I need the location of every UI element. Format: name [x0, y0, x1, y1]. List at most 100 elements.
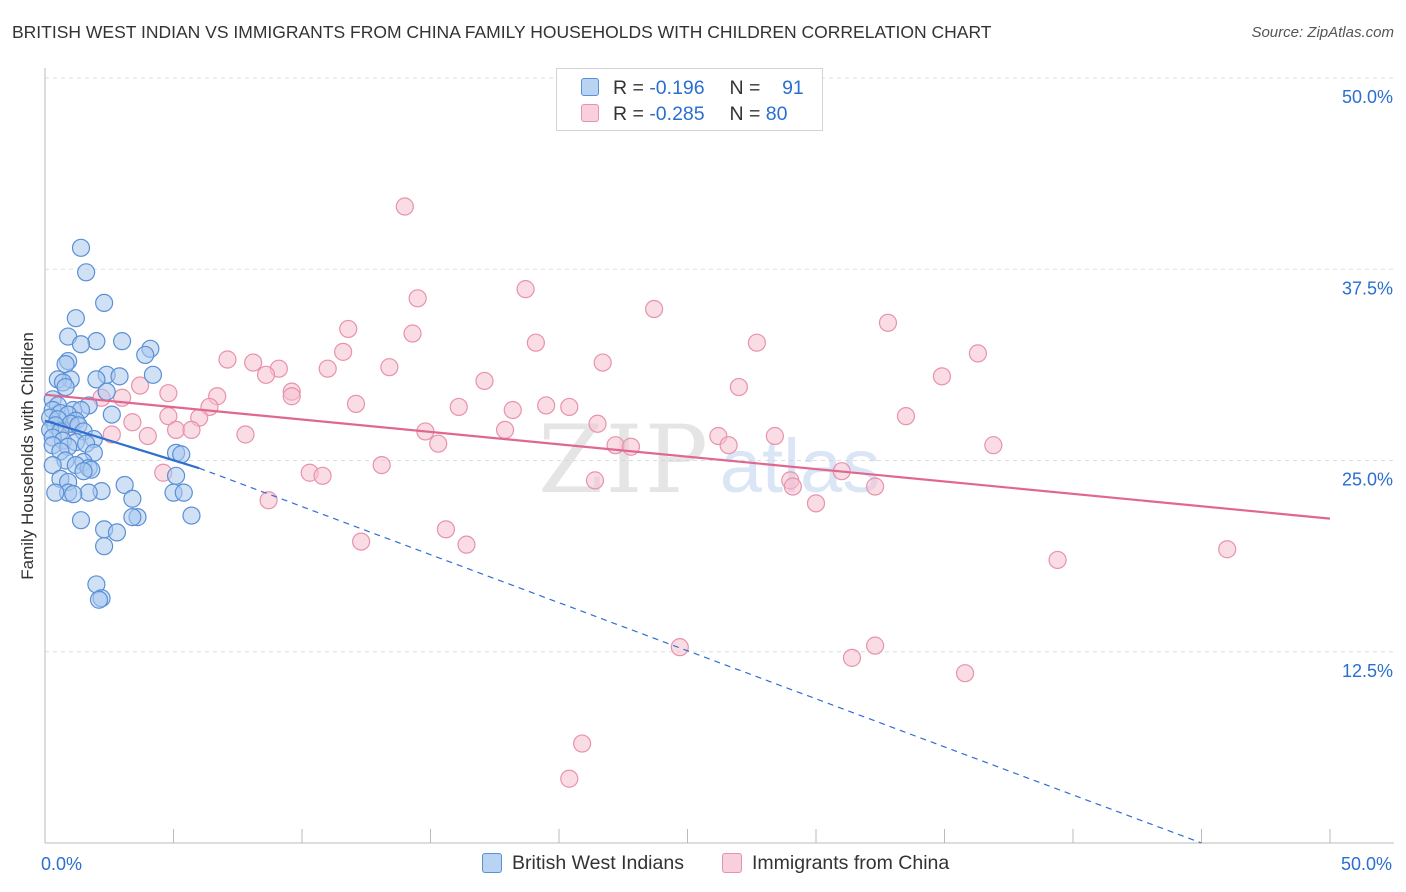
trend-line-extension-british-west-indians [198, 467, 1202, 844]
pink-point [259, 491, 278, 510]
blue-point [89, 590, 109, 609]
x-tick-label: 0.0% [41, 854, 82, 874]
bottom-legend-swatch-pink [722, 853, 742, 873]
blue-point [56, 355, 75, 374]
blue-point [87, 332, 106, 351]
blue-point [71, 238, 91, 257]
bottom-legend-label: British West Indians [512, 852, 684, 874]
series-immigrants-from-china [61, 197, 1237, 788]
blue-point [112, 332, 132, 351]
pink-point [560, 769, 579, 788]
pink-point [318, 359, 337, 378]
blue-point [174, 483, 193, 502]
bottom-legend-label: Immigrants from China [752, 852, 950, 874]
pink-point [866, 636, 885, 655]
blue-point [123, 508, 142, 527]
pink-point [334, 342, 353, 361]
pink-point [395, 197, 414, 216]
pink-point [526, 333, 545, 352]
pink-point [866, 477, 885, 496]
y-tick-label: 37.5% [1342, 278, 1393, 298]
blue-point [95, 537, 114, 556]
pink-point [457, 535, 476, 554]
pink-point [339, 319, 358, 339]
watermark-zip: ZIP [538, 406, 710, 515]
legend-r-label: R = [613, 103, 650, 125]
pink-point [537, 396, 556, 415]
pink-point [138, 426, 157, 446]
pink-point [806, 494, 826, 513]
pink-point [182, 420, 201, 439]
pink-point [585, 471, 605, 490]
trend-line-immigrants-from-china [44, 393, 1331, 520]
pink-point [955, 664, 975, 683]
pink-point [218, 350, 237, 369]
legend-n-label: N = [729, 77, 766, 99]
pink-point [372, 455, 391, 475]
blue-point [64, 485, 83, 504]
tick-labels: 50.0% 37.5% 25.0% 12.5% 0.0% 50.0% [41, 87, 1393, 874]
pink-point [449, 397, 468, 417]
series-british-west-indians [41, 238, 201, 609]
pink-point [130, 376, 150, 395]
pink-point [560, 397, 579, 417]
y-tick-label: 50.0% [1342, 87, 1393, 107]
pink-point [984, 436, 1003, 455]
source-credit: Source: ZipAtlas.com [1251, 24, 1394, 41]
legend-r-value: -0.285 [649, 103, 705, 125]
pink-point [783, 477, 802, 496]
legend-swatch-pink [581, 104, 599, 122]
pink-point [516, 280, 535, 299]
blue-point [43, 455, 62, 475]
pink-point [747, 333, 766, 352]
pink-point [932, 367, 952, 386]
bottom-legend-swatch-blue [482, 853, 502, 873]
blue-point [77, 263, 96, 282]
blue-point [71, 511, 91, 530]
pink-point [593, 353, 612, 372]
blue-point [110, 367, 129, 386]
pink-point [352, 532, 371, 551]
blue-point [182, 506, 201, 525]
pink-point [236, 425, 255, 444]
pink-point [408, 289, 427, 308]
pink-point [503, 400, 522, 420]
pink-point [102, 425, 121, 444]
y-axis-label: Family Households with Children [18, 332, 37, 580]
blue-point [143, 365, 163, 384]
blue-point [74, 462, 93, 481]
blue-point [136, 345, 155, 365]
pink-point [159, 384, 178, 403]
pink-point [842, 648, 862, 667]
pink-point [573, 734, 592, 753]
pink-point [346, 394, 366, 413]
blue-point [46, 483, 65, 502]
pink-point [1218, 540, 1237, 559]
blue-point [166, 466, 186, 485]
pink-point [436, 520, 456, 539]
pink-point [896, 407, 916, 426]
legend-swatch-blue [581, 78, 599, 96]
blue-point [56, 377, 75, 397]
pink-point [729, 377, 749, 397]
legend-n-value: 80 [765, 103, 788, 125]
pink-point [878, 313, 898, 332]
pink-point [588, 414, 607, 433]
pink-point [429, 434, 448, 453]
pink-point [495, 420, 515, 439]
blue-point [123, 489, 142, 508]
pink-point [765, 426, 784, 446]
blue-point [71, 335, 91, 354]
y-tick-label: 12.5% [1342, 661, 1393, 681]
chart-title: BRITISH WEST INDIAN VS IMMIGRANTS FROM C… [12, 22, 992, 42]
legend-r-label: R = [613, 77, 650, 99]
pink-point [256, 365, 276, 384]
legend-r-value: -0.196 [649, 77, 705, 99]
x-tick-label: 50.0% [1341, 854, 1392, 874]
pink-point [475, 371, 494, 391]
pink-point [244, 353, 263, 372]
pink-point [644, 299, 664, 319]
pink-point [403, 324, 422, 343]
correlation-legend: R = -0.196 N = 91 R = -0.285 N = 80 [556, 68, 823, 131]
